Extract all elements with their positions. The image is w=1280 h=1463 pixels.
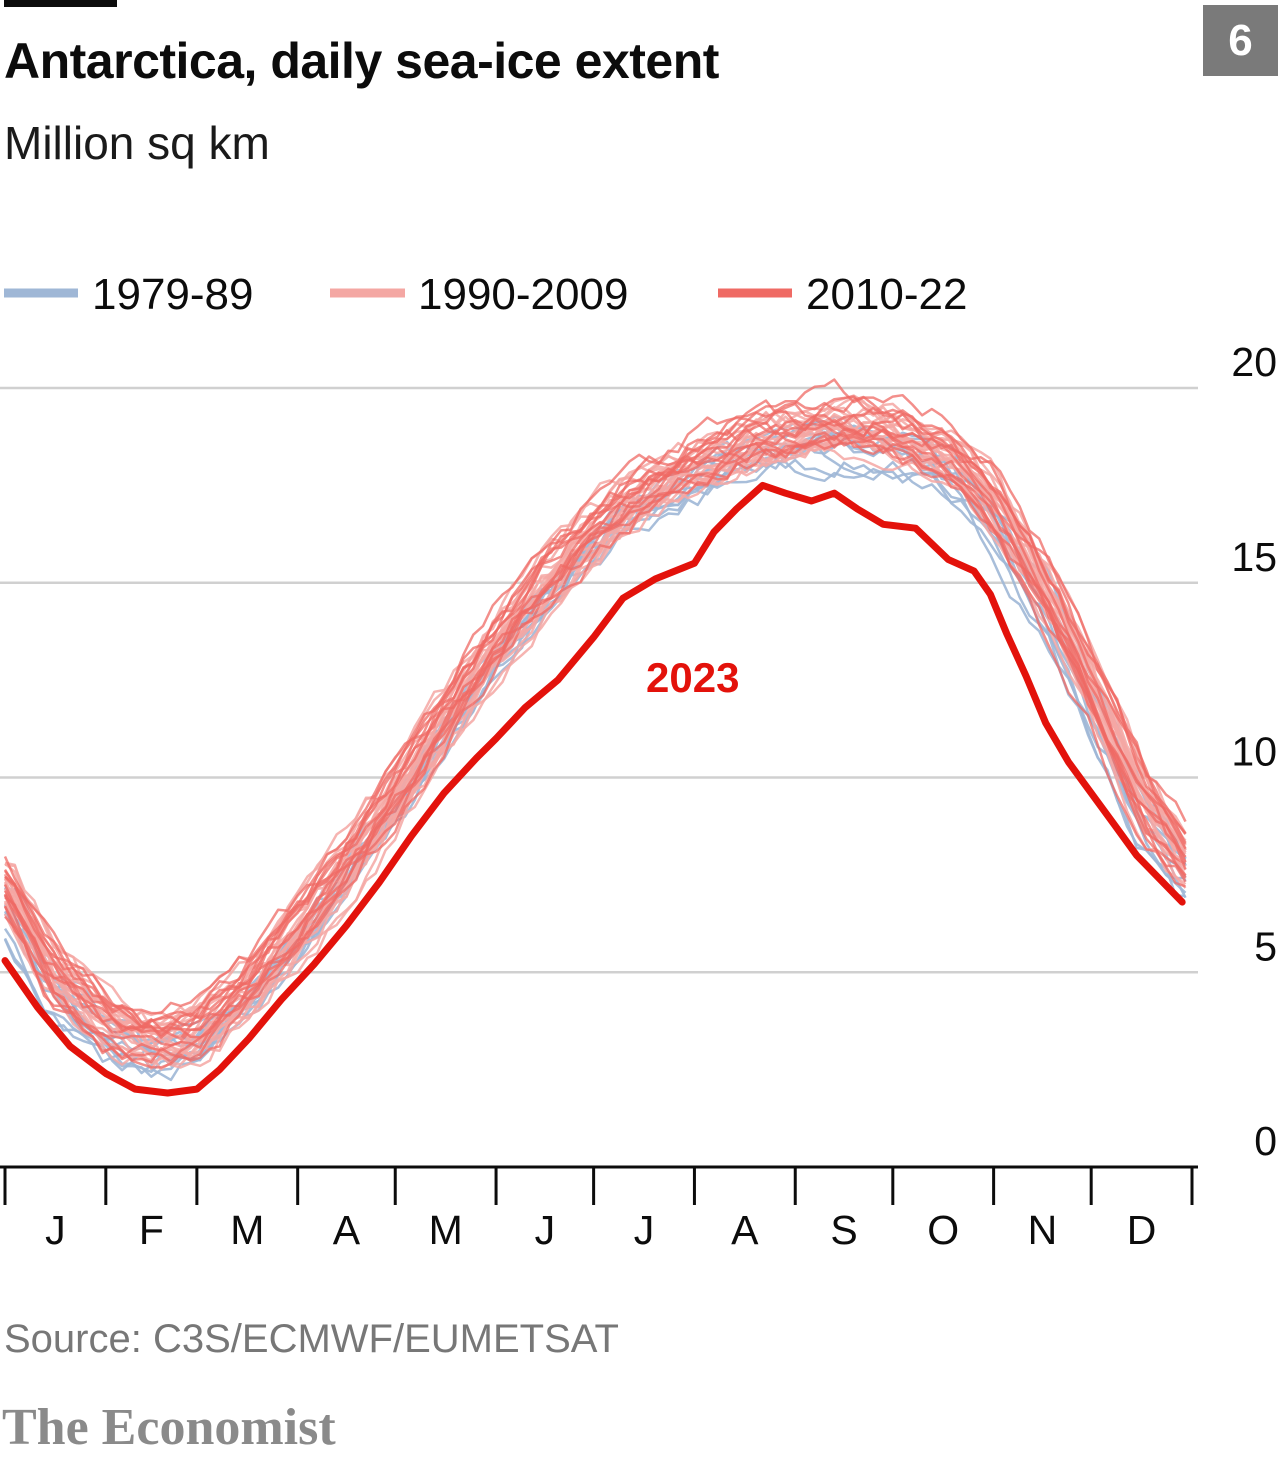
x-tick-label: N bbox=[1028, 1207, 1058, 1253]
chart-number-badge: 6 bbox=[1203, 5, 1278, 76]
chart-title: Antarctica, daily sea-ice extent bbox=[4, 33, 719, 89]
historical-line bbox=[4, 395, 1187, 1029]
top-accent-bar bbox=[4, 0, 117, 7]
annotations: 2023 bbox=[646, 654, 739, 701]
historical-line bbox=[3, 395, 1187, 1030]
legend: 1979-89 1990-2009 2010-22 bbox=[4, 270, 967, 319]
y-tick-label: 15 bbox=[1231, 534, 1277, 580]
x-tick-label: A bbox=[731, 1207, 759, 1253]
legend-label: 1990-2009 bbox=[418, 270, 628, 319]
y-tick-label: 5 bbox=[1254, 923, 1277, 969]
y-tick-label: 0 bbox=[1254, 1118, 1277, 1164]
chart-subtitle: Million sq km bbox=[4, 117, 270, 169]
x-tick-label: S bbox=[830, 1207, 857, 1253]
legend-label: 1979-89 bbox=[92, 270, 253, 319]
historical-line bbox=[3, 378, 1187, 1015]
line-chart: 1979-89 1990-2009 2010-22 0 5 10 15 20 2023 J F… bbox=[0, 270, 1277, 1253]
y-tick-label: 20 bbox=[1231, 339, 1277, 385]
legend-label: 2010-22 bbox=[806, 270, 967, 319]
x-tick-label: J bbox=[45, 1207, 66, 1253]
publisher-logo: The Economist bbox=[2, 1399, 336, 1456]
x-tick-label: M bbox=[230, 1207, 264, 1253]
series-label-2023: 2023 bbox=[646, 654, 739, 701]
x-tick-label: A bbox=[333, 1207, 361, 1253]
historical-lines bbox=[3, 378, 1187, 1082]
y-tick-label: 10 bbox=[1231, 729, 1277, 775]
x-tick-label: J bbox=[634, 1207, 655, 1253]
y-axis-labels: 0 5 10 15 20 bbox=[1231, 339, 1277, 1164]
x-tick-label: M bbox=[429, 1207, 463, 1253]
historical-line bbox=[3, 429, 1187, 1047]
x-tick-label: J bbox=[535, 1207, 556, 1253]
gridlines bbox=[0, 386, 1198, 974]
x-tick-label: D bbox=[1127, 1207, 1157, 1253]
historical-line bbox=[4, 414, 1187, 1039]
x-tick-label: O bbox=[927, 1207, 959, 1253]
source-note: Source: C3S/ECMWF/EUMETSAT bbox=[4, 1317, 619, 1361]
series-line-2023 bbox=[1, 481, 1186, 1097]
historical-line bbox=[4, 431, 1186, 1063]
x-tick-label: F bbox=[139, 1207, 164, 1253]
historical-line bbox=[3, 423, 1187, 1034]
series-lines bbox=[1, 481, 1186, 1097]
